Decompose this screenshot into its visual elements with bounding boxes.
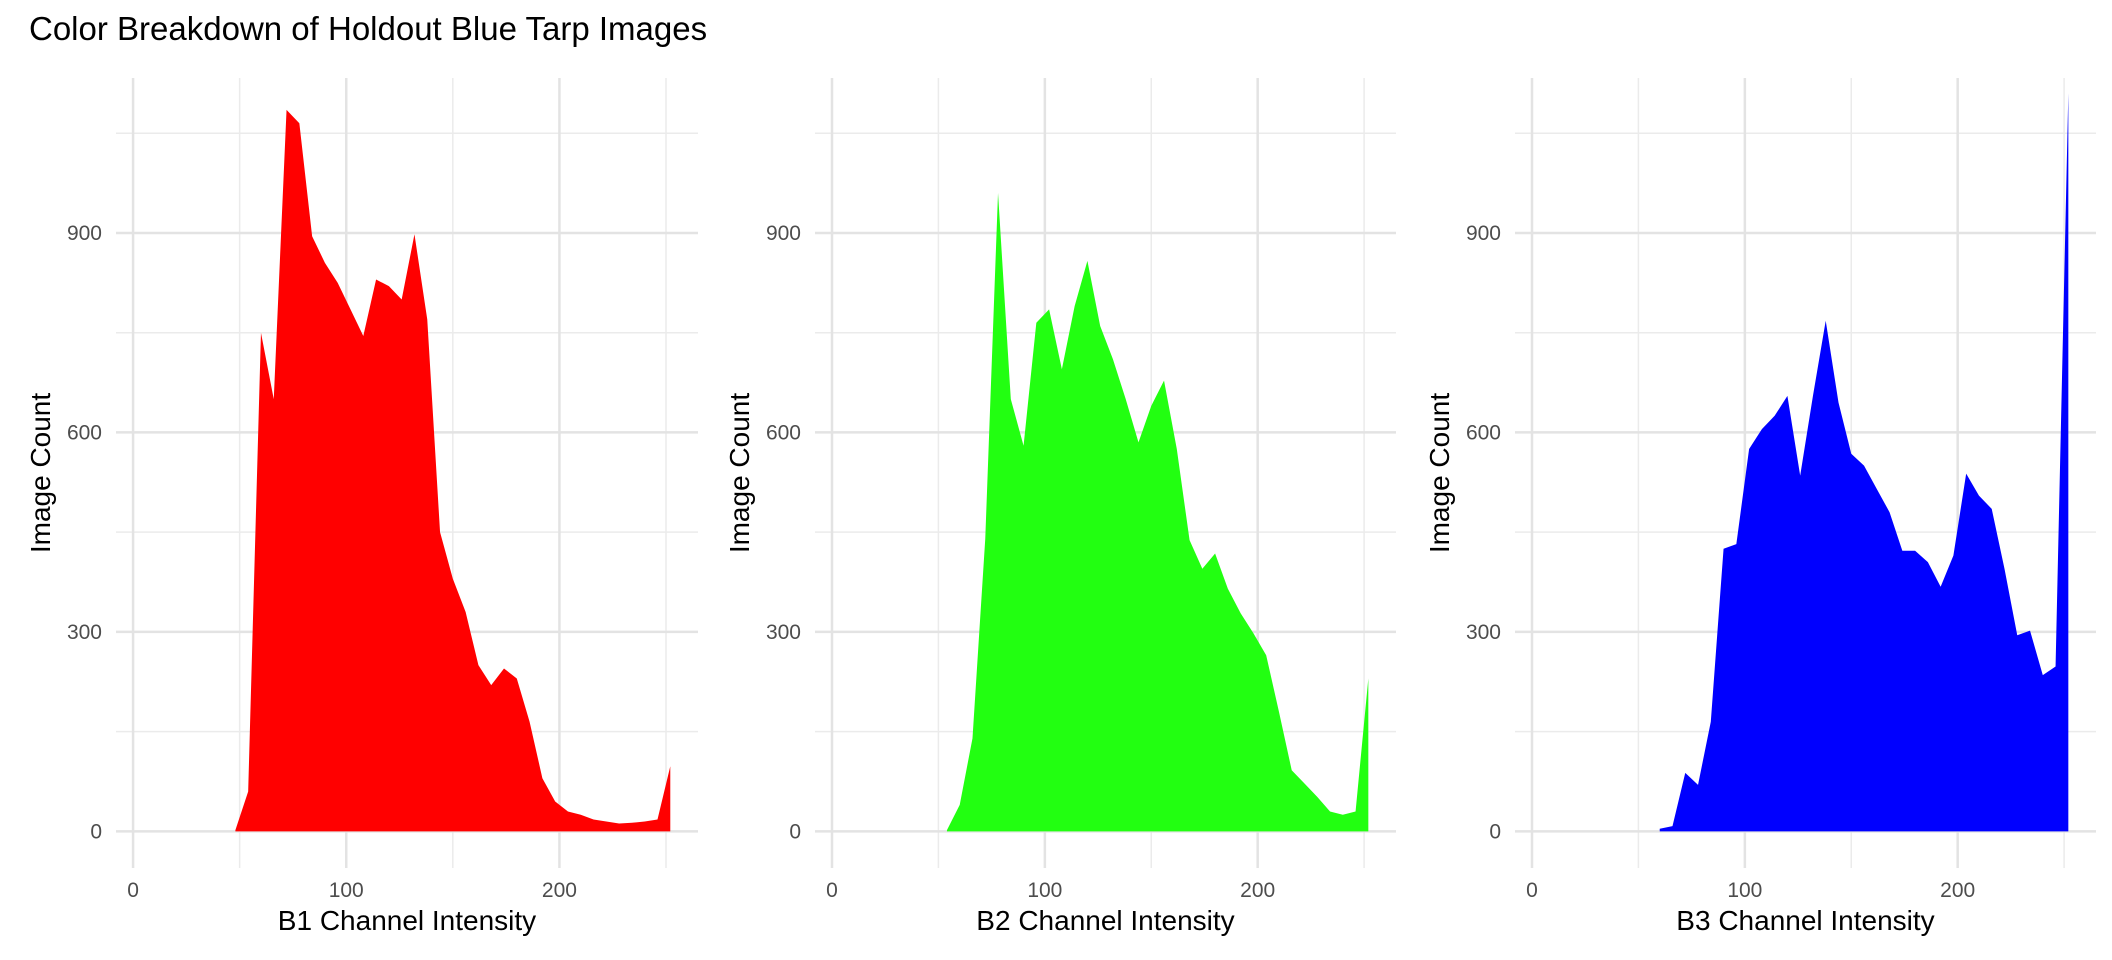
y-tick-label: 900 [67,222,102,245]
chart-panel-3: 0 100 200 0 300 600 900 B3 Channel Intensity Ima… [1424,78,2096,936]
y-tick-label: 0 [1489,820,1501,843]
chart-panel-2: 0 100 200 0 300 600 900 B2 Channel Intensity Ima… [724,78,1396,936]
y-tick-label: 0 [90,820,102,843]
y-tick-label: 600 [67,421,102,444]
x-tick-label: 0 [1526,879,1538,902]
y-tick-label: 300 [766,621,801,644]
x-tick-label: 0 [826,879,838,902]
y-tick-label: 300 [67,621,102,644]
y-axis-title: Image Count [724,393,755,554]
x-tick-label: 200 [1240,879,1275,902]
y-axis-title: Image Count [1424,393,1455,554]
x-tick-label: 100 [329,879,364,902]
y-axis-title: Image Count [25,393,56,554]
area-series-2 [946,193,1369,832]
x-axis-title: B2 Channel Intensity [976,905,1234,936]
page-title: Color Breakdown of Holdout Blue Tarp Ima… [29,10,708,47]
x-tick-label: 200 [1940,879,1975,902]
y-tick-label: 600 [1466,421,1501,444]
x-tick-label: 100 [1027,879,1062,902]
x-tick-label: 200 [542,879,577,902]
x-axis-title: B1 Channel Intensity [278,905,536,936]
y-tick-label: 900 [1466,222,1501,245]
x-tick-label: 0 [127,879,139,902]
area-series-3 [1659,93,2069,832]
x-axis-title: B3 Channel Intensity [1676,905,1934,936]
chart-panel-1: 0 100 200 0 300 600 900 B1 Channel Intensity Ima… [25,78,698,936]
area-series-1 [235,109,671,832]
y-tick-label: 300 [1466,621,1501,644]
y-tick-label: 600 [766,421,801,444]
x-tick-label: 100 [1727,879,1762,902]
y-tick-label: 900 [766,222,801,245]
y-tick-label: 0 [789,820,801,843]
